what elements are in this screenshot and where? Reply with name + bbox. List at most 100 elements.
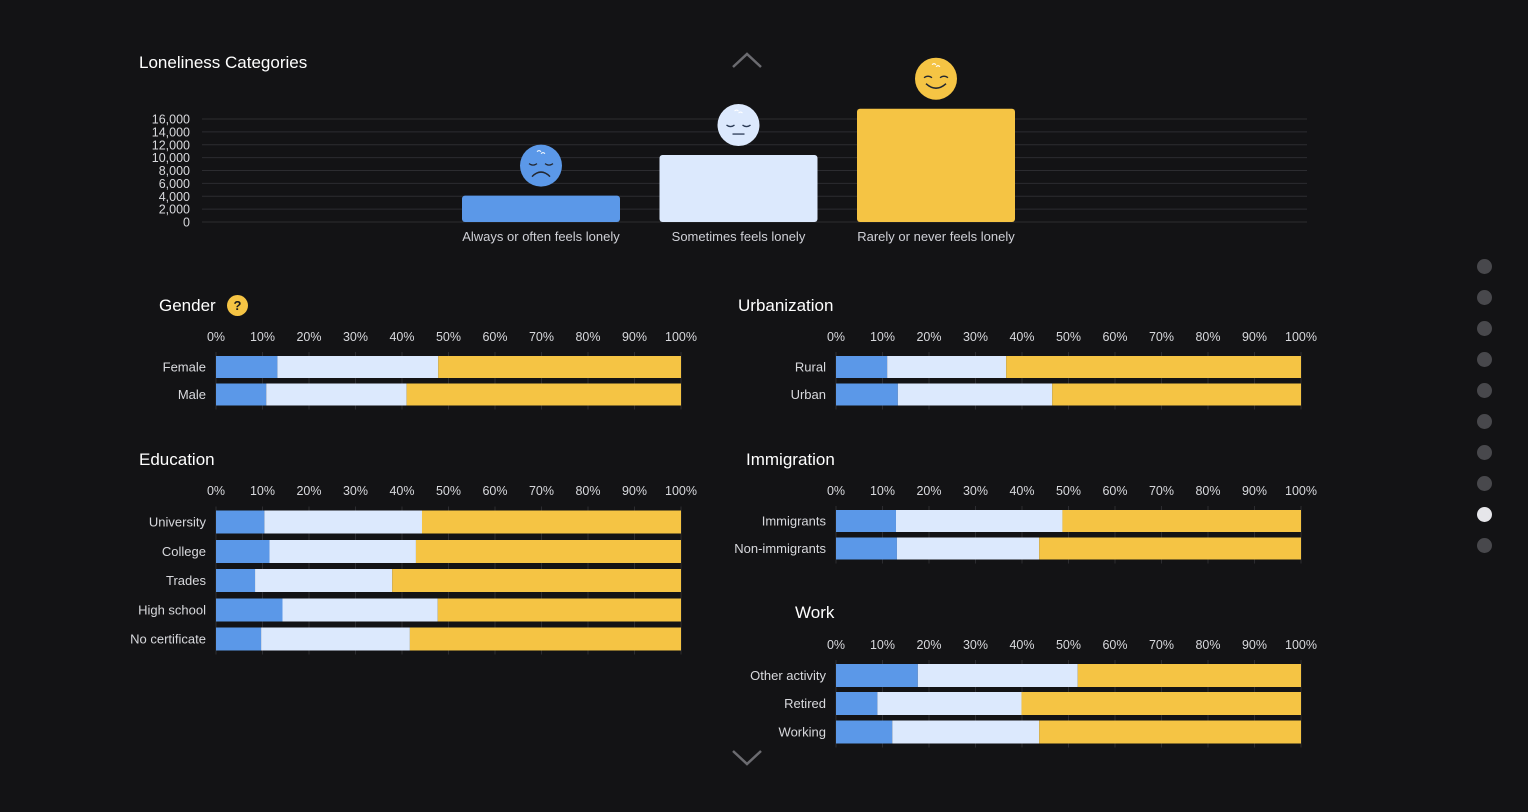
education-xtick-label: 60% — [482, 484, 507, 498]
urbanization-xtick-label: 20% — [916, 330, 941, 344]
education-trades-sometimes-bar — [255, 569, 393, 592]
education-trades-always-bar — [216, 569, 256, 592]
education-high-school-sometimes-bar — [282, 598, 438, 622]
overview-ytick-label: 12,000 — [152, 138, 190, 152]
work-working-sometimes-bar — [892, 720, 1040, 744]
gender-male-rarely-bar — [406, 383, 681, 406]
immigration-immigrants-sometimes-bar — [895, 510, 1063, 532]
education-xtick-label: 90% — [622, 484, 647, 498]
immigration-xtick-label: 100% — [1285, 484, 1317, 498]
work-title: Work — [795, 603, 835, 622]
work-row-label: Retired — [784, 696, 826, 711]
urbanization-rural-rarely-bar — [1006, 356, 1301, 378]
gender-female-sometimes-bar — [277, 356, 439, 378]
education-xtick-label: 50% — [436, 484, 461, 498]
immigration-xtick-label: 40% — [1009, 484, 1034, 498]
immigration-xtick-label: 80% — [1195, 484, 1220, 498]
section-pager — [1477, 259, 1492, 569]
immigration-non-immigrants-rarely-bar — [1039, 537, 1301, 560]
education-xtick-label: 100% — [665, 484, 697, 498]
neutral-face-icon — [717, 104, 760, 147]
education-college-rarely-bar — [415, 540, 681, 563]
gender-xtick-label: 0% — [207, 330, 225, 344]
pager-dot[interactable] — [1477, 476, 1492, 491]
work-xtick-label: 30% — [963, 638, 988, 652]
work-retired-rarely-bar — [1021, 692, 1301, 715]
pager-dot[interactable] — [1477, 414, 1492, 429]
education-trades-rarely-bar — [392, 569, 681, 592]
urbanization-xtick-label: 90% — [1242, 330, 1267, 344]
pager-dot[interactable] — [1477, 352, 1492, 367]
urbanization-xtick-label: 10% — [870, 330, 895, 344]
chevron-up-icon[interactable] — [730, 50, 764, 70]
urbanization-title: Urbanization — [738, 296, 834, 315]
overview-ytick-label: 10,000 — [152, 151, 190, 165]
work-xtick-label: 40% — [1009, 638, 1034, 652]
pager-dot[interactable] — [1477, 445, 1492, 460]
immigration-immigrants-always-bar — [836, 510, 896, 532]
urbanization-xtick-label: 70% — [1149, 330, 1174, 344]
pager-dot[interactable] — [1477, 321, 1492, 336]
urbanization-xtick-label: 60% — [1102, 330, 1127, 344]
pager-dot[interactable] — [1477, 259, 1492, 274]
immigration-non-immigrants-always-bar — [836, 537, 897, 560]
work-xtick-label: 50% — [1056, 638, 1081, 652]
immigration-xtick-label: 50% — [1056, 484, 1081, 498]
education-high-school-rarely-bar — [437, 598, 681, 622]
urbanization-xtick-label: 100% — [1285, 330, 1317, 344]
overview-title: Loneliness Categories — [139, 53, 308, 72]
gender-help-icon[interactable]: ? — [227, 295, 248, 316]
overview-ytick-label: 6,000 — [159, 177, 190, 191]
education-high-school-always-bar — [216, 598, 283, 622]
overview-ytick-label: 4,000 — [159, 190, 190, 204]
overview-ytick-label: 0 — [183, 216, 190, 230]
urbanization-row-label: Rural — [795, 360, 826, 375]
education-xtick-label: 70% — [529, 484, 554, 498]
immigration-xtick-label: 10% — [870, 484, 895, 498]
urbanization-xtick-label: 30% — [963, 330, 988, 344]
gender-xtick-label: 100% — [665, 330, 697, 344]
chevron-down-icon[interactable] — [730, 748, 764, 768]
work-xtick-label: 80% — [1195, 638, 1220, 652]
pager-dot[interactable] — [1477, 538, 1492, 553]
education-row-label: High school — [138, 603, 206, 618]
gender-male-always-bar — [216, 383, 267, 406]
work-xtick-label: 0% — [827, 638, 845, 652]
education-university-rarely-bar — [421, 510, 681, 534]
gender-xtick-label: 50% — [436, 330, 461, 344]
work-row-label: Other activity — [750, 668, 826, 683]
immigration-title: Immigration — [746, 450, 835, 469]
immigration-immigrants-rarely-bar — [1062, 510, 1301, 532]
education-row-label: No certificate — [130, 632, 206, 647]
education-xtick-label: 10% — [250, 484, 275, 498]
pager-dot[interactable] — [1477, 290, 1492, 305]
urbanization-urban-always-bar — [836, 383, 898, 406]
overview-bar-rarely — [857, 108, 1015, 222]
overview-category-label: Always or often feels lonely — [462, 229, 620, 244]
education-college-sometimes-bar — [269, 540, 416, 563]
work-xtick-label: 10% — [870, 638, 895, 652]
urbanization-xtick-label: 50% — [1056, 330, 1081, 344]
work-xtick-label: 90% — [1242, 638, 1267, 652]
immigration-xtick-label: 90% — [1242, 484, 1267, 498]
pager-dot[interactable] — [1477, 507, 1492, 522]
immigration-non-immigrants-sometimes-bar — [896, 537, 1040, 560]
gender-xtick-label: 60% — [482, 330, 507, 344]
work-retired-sometimes-bar — [877, 692, 1022, 715]
work-working-rarely-bar — [1039, 720, 1301, 744]
overview-ytick-label: 16,000 — [152, 113, 190, 127]
education-row-label: College — [162, 544, 206, 559]
gender-row-label: Male — [178, 387, 206, 402]
immigration-xtick-label: 70% — [1149, 484, 1174, 498]
education-university-always-bar — [216, 510, 265, 534]
gender-female-rarely-bar — [438, 356, 681, 378]
pager-dot[interactable] — [1477, 383, 1492, 398]
overview-ytick-label: 14,000 — [152, 125, 190, 139]
overview-category-label: Sometimes feels lonely — [672, 229, 806, 244]
happy-face-icon — [915, 57, 957, 100]
work-xtick-label: 70% — [1149, 638, 1174, 652]
immigration-xtick-label: 60% — [1102, 484, 1127, 498]
immigration-xtick-label: 30% — [963, 484, 988, 498]
education-no-certificate-rarely-bar — [409, 627, 681, 651]
